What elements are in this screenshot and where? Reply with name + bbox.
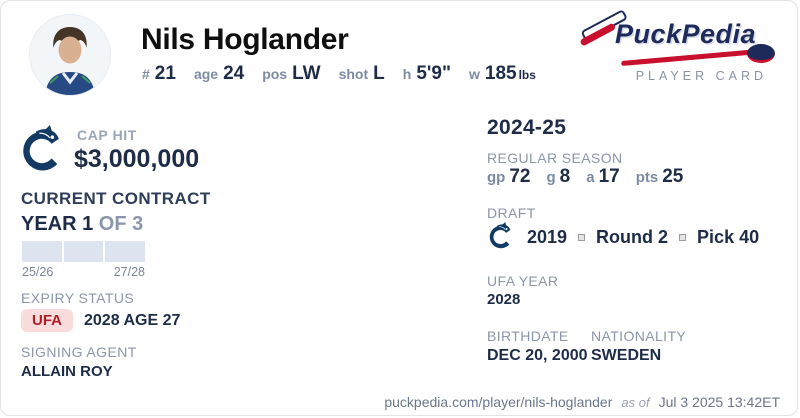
progress-segment (105, 241, 146, 262)
signing-agent-label: SIGNING AGENT (21, 344, 137, 360)
stat-points: pts 25 (635, 166, 684, 187)
progress-segment (63, 241, 104, 262)
swoosh-stripe (621, 48, 759, 67)
contract-progress-bar (22, 241, 146, 262)
expiry-status-row: UFA 2028 AGE 27 (21, 309, 180, 332)
progress-segment (22, 241, 62, 262)
puck-icon (747, 44, 775, 63)
stat-assists: a 17 (586, 166, 620, 187)
separator-square-icon (679, 233, 687, 241)
draft-info-row: 2019 Round 2 Pick 40 (485, 222, 759, 252)
player-photo-placeholder (30, 15, 110, 95)
contract-progress-labels: 25/26 27/28 (22, 265, 145, 279)
draft-label: DRAFT (487, 205, 536, 221)
cap-hit-label: CAP HIT (77, 127, 137, 143)
expiry-status-label: EXPIRY STATUS (21, 290, 135, 306)
as-of-label: as of (621, 395, 650, 410)
stat-weight: w 185 lbs (469, 63, 536, 84)
contract-end-season: 27/28 (113, 265, 145, 279)
status-badge: UFA (21, 309, 73, 332)
stat-games-played: gp 72 (487, 166, 531, 187)
season-title: 2024-25 (487, 116, 567, 139)
avatar (29, 14, 111, 96)
cap-hit-value: $3,000,000 (74, 145, 200, 173)
signing-agent-value: ALLAIN ROY (21, 363, 113, 380)
separator-square-icon (578, 233, 586, 241)
canucks-logo-icon (489, 222, 511, 249)
draft-round: Round 2 (596, 226, 669, 247)
nationality-value: SWEDEN (591, 347, 662, 364)
puckpedia-logo: PuckPedia PLAYER CARD (579, 9, 775, 83)
regular-season-label: REGULAR SEASON (487, 150, 623, 166)
ufa-year-label: UFA YEAR (487, 273, 559, 289)
draft-year: 2019 (527, 226, 568, 247)
stat-shot: shot L (338, 63, 385, 84)
contract-year: YEAR 1 (21, 213, 94, 235)
contract-year-indicator: YEAR 1 OF 3 (21, 213, 143, 236)
birthdate-label: BIRTHDATE (487, 328, 569, 344)
player-card-tagline: PLAYER CARD (635, 69, 767, 83)
brand-text: PuckPedia (615, 19, 757, 49)
current-contract-heading: CURRENT CONTRACT (21, 189, 211, 208)
player-page-url[interactable]: puckpedia.com/player/nils-hoglander (384, 394, 613, 410)
expiry-value: 2028 AGE 27 (84, 311, 181, 329)
player-statline: #21 age 24 pos LW shot L h 5'9" w 185 lbs (142, 63, 554, 85)
puckpedia-wordmark: PuckPedia (579, 9, 775, 67)
stat-number: #21 (142, 63, 176, 84)
draft-pick: Pick 40 (697, 226, 760, 247)
player-name: Nils Hoglander (141, 23, 349, 56)
footer: puckpedia.com/player/nils-hoglander as o… (384, 394, 780, 410)
birthdate-value: DEC 20, 2000 (487, 347, 588, 364)
contract-start-season: 25/26 (22, 265, 54, 279)
stat-age: age 24 (193, 63, 245, 84)
stat-position: pos LW (262, 63, 321, 84)
nationality-label: NATIONALITY (591, 328, 687, 344)
as-of-timestamp: Jul 3 2025 13:42ET (658, 394, 780, 410)
canucks-logo-icon (23, 125, 59, 171)
stat-height: h 5'9" (402, 63, 451, 84)
ufa-year-value: 2028 (487, 291, 521, 308)
contract-total-years: OF 3 (93, 213, 144, 235)
